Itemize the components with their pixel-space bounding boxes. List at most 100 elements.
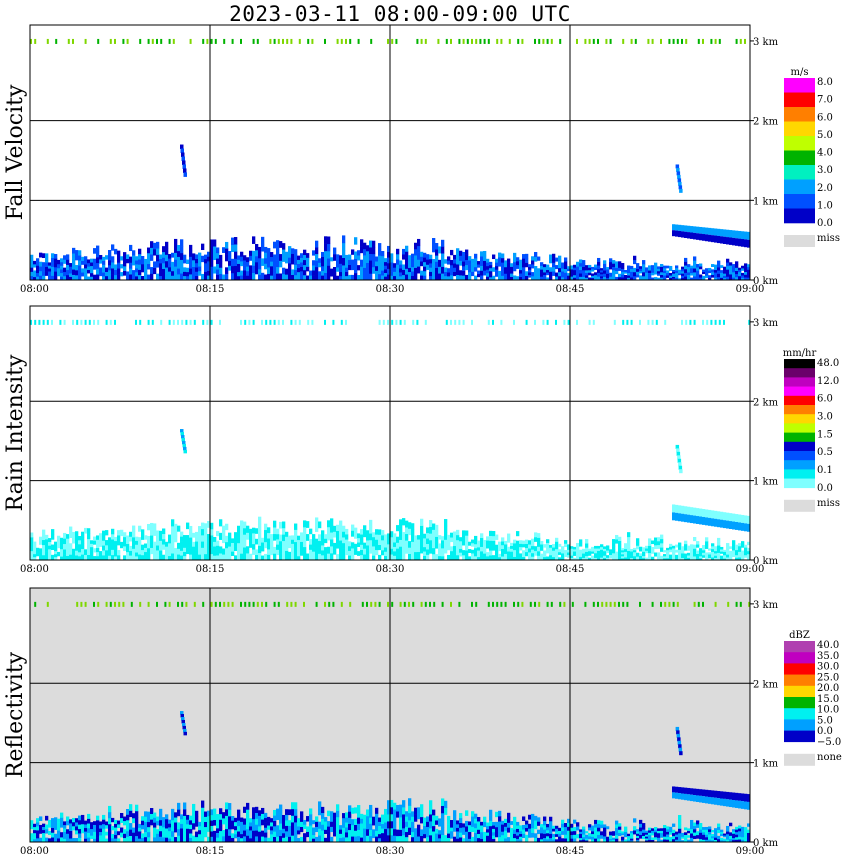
colorbar: m/s 8.0 7.0 6.0 5.0 4.0 3.0 2.0 1.0 0.0 miss [784,67,840,247]
colorbar-unit: mm/hr [783,348,817,359]
colorbar-cell [784,179,815,195]
echo-cloud-top-band [34,601,751,607]
colorbar-cell [784,368,815,378]
colorbar-label: 48.0 [817,358,839,369]
colorbar-missing-label: miss [817,498,840,509]
colorbar-cell [784,165,815,180]
x-tick-label: 08:30 [376,564,405,575]
colorbar-label: 30.0 [817,662,839,673]
colorbar-cell [784,423,815,433]
colorbar-cell [784,478,815,489]
colorbar-cell [784,395,815,406]
colorbar-label: 3.0 [817,411,833,422]
grid [30,306,750,560]
colorbar-label: 1.5 [817,429,833,440]
plot-frame [29,587,751,843]
colorbar: dBZ 40.035.030.025.020.015.010.05.00.0−5.… [784,630,842,766]
echo-streak [675,164,683,193]
colorbar-missing-swatch [784,499,815,512]
colorbar-cell [784,414,815,424]
y-tick-label: 1 km [753,759,779,770]
colorbar-cell [784,697,815,709]
colorbar-label: 0.0 [817,726,833,737]
colorbar-label: 15.0 [817,694,839,705]
plot-frame [29,24,751,281]
colorbar-cell [784,92,815,108]
colorbar-cell [784,432,815,443]
echo-streak [180,429,187,454]
y-axis-title: Fall Velocity [3,84,28,220]
colorbar-cell [784,663,815,675]
colorbar-label: 0.0 [817,483,833,494]
panel-1: Fall Velocity 08:00 08:15 08:30 08:45 09:000 … [3,24,840,295]
x-tick-label: 08:15 [196,564,225,575]
colorbar-cell [784,674,815,687]
colorbar-label: 40.0 [817,640,839,651]
colorbar-cell [784,78,815,93]
x-tick-label: 08:00 [20,284,49,295]
x-tick-label: 08:15 [196,846,225,857]
figure-title: 2023-03-11 08:00-09:00 UTC [229,2,571,26]
colorbar-missing-swatch [784,753,815,766]
x-tick-label: 09:00 [736,846,765,857]
x-tick-label: 08:30 [376,846,405,857]
y-tick-label: 3 km [753,600,779,611]
grid [30,25,750,280]
colorbar-label: 5.0 [817,130,833,141]
colorbar-cell [784,719,815,731]
x-tick-label: 09:00 [736,284,765,295]
colorbar-label: 8.0 [817,77,833,88]
colorbar-label: 0.0 [817,218,833,229]
echo-cloud-top-band [30,38,746,44]
colorbar-label: 7.0 [817,95,833,106]
echo-streak [675,444,683,474]
colorbar-missing-label: miss [817,233,840,244]
echo-sloped-layer [672,224,751,248]
y-tick-label: 2 km [753,117,779,128]
colorbar-cell [784,708,815,720]
y-tick-label: 3 km [753,318,779,329]
colorbar-cell [784,208,815,224]
y-tick-label: 0 km [753,838,779,849]
colorbar-missing-swatch [784,235,815,247]
colorbar-label: 0.5 [817,447,833,458]
colorbar-label: 10.0 [817,705,839,716]
y-axis-title: Rain Intensity [3,354,28,511]
colorbar-cell [784,641,815,653]
echo-streak [675,726,683,756]
colorbar-label: 25.0 [817,672,839,683]
colorbar-cell [784,377,815,387]
plot-frame [29,305,751,561]
colorbar-label: −5.0 [817,737,841,748]
echo-streak [180,711,187,736]
colorbar-cell [784,460,815,470]
colorbar-cell [784,730,815,743]
colorbar-cell [784,451,815,461]
y-tick-label: 0 km [753,276,779,287]
colorbar-missing-label: none [817,752,842,763]
colorbar-label: 1.0 [817,200,833,211]
colorbar-unit: m/s [791,67,809,78]
colorbar-label: 6.0 [817,394,833,405]
echo-layer [30,516,751,561]
colorbar-cell [784,386,815,397]
x-tick-label: 08:45 [556,564,585,575]
colorbar-cell [784,136,815,151]
y-tick-label: 3 km [753,37,779,48]
colorbar-label: 12.0 [817,376,839,387]
colorbar-label: 0.1 [817,465,833,476]
colorbar-label: 3.0 [817,165,833,176]
echo-streak [180,144,187,177]
colorbar-label: 5.0 [817,715,833,726]
y-tick-label: 0 km [753,556,779,567]
echo-sloped-layer [672,504,751,532]
y-tick-label: 2 km [753,679,779,690]
x-tick-label: 08:00 [20,846,49,857]
colorbar-cell [784,441,815,452]
y-tick-label: 1 km [753,477,779,488]
colorbar-cell [784,652,815,664]
y-axis-title: Reflectivity [3,651,28,778]
